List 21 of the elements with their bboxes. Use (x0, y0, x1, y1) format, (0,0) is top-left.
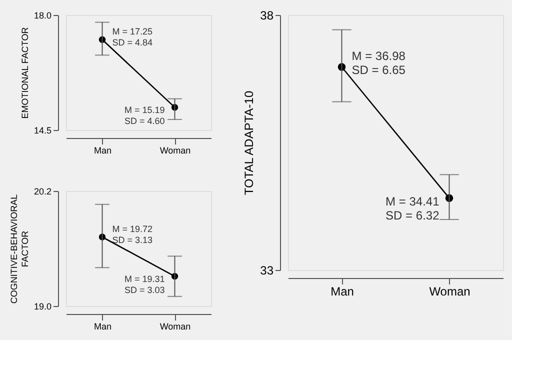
y-tick-label: 19.0 (34, 302, 52, 312)
x-tick-label: Woman (160, 146, 191, 156)
x-tick-label: Man (94, 322, 112, 332)
x-tick-label: Man (330, 284, 354, 298)
x-tick-label: Woman (429, 284, 470, 298)
y-tick-label: 20.2 (34, 186, 52, 196)
x-tick-label: Man (94, 146, 112, 156)
y-axis-title: TOTAL ADAPTA-10 (242, 90, 256, 196)
annotation: M = 19.31 SD = 3.03 (124, 274, 165, 295)
y-tick-label: 38 (260, 8, 274, 22)
y-axis-title: EMOTIONAL FACTOR (20, 26, 30, 119)
annotation: M = 34.41 SD = 6.32 (386, 194, 440, 223)
annotation: M = 15.19 SD = 4.60 (124, 105, 165, 126)
y-axis-title: COGNITIVE-BEHAVIORAL FACTOR (8, 194, 30, 304)
annotation: M = 17.25 SD = 4.84 (112, 26, 153, 48)
annotation: M = 19.72 SD = 3.13 (112, 224, 153, 245)
y-tick-label: 33 (260, 264, 274, 278)
annotation: M = 36.98 SD = 6.65 (352, 49, 406, 78)
y-tick-label: 18.0 (34, 10, 52, 20)
x-tick-label: Woman (160, 322, 191, 332)
y-tick-label: 14.5 (34, 126, 52, 136)
